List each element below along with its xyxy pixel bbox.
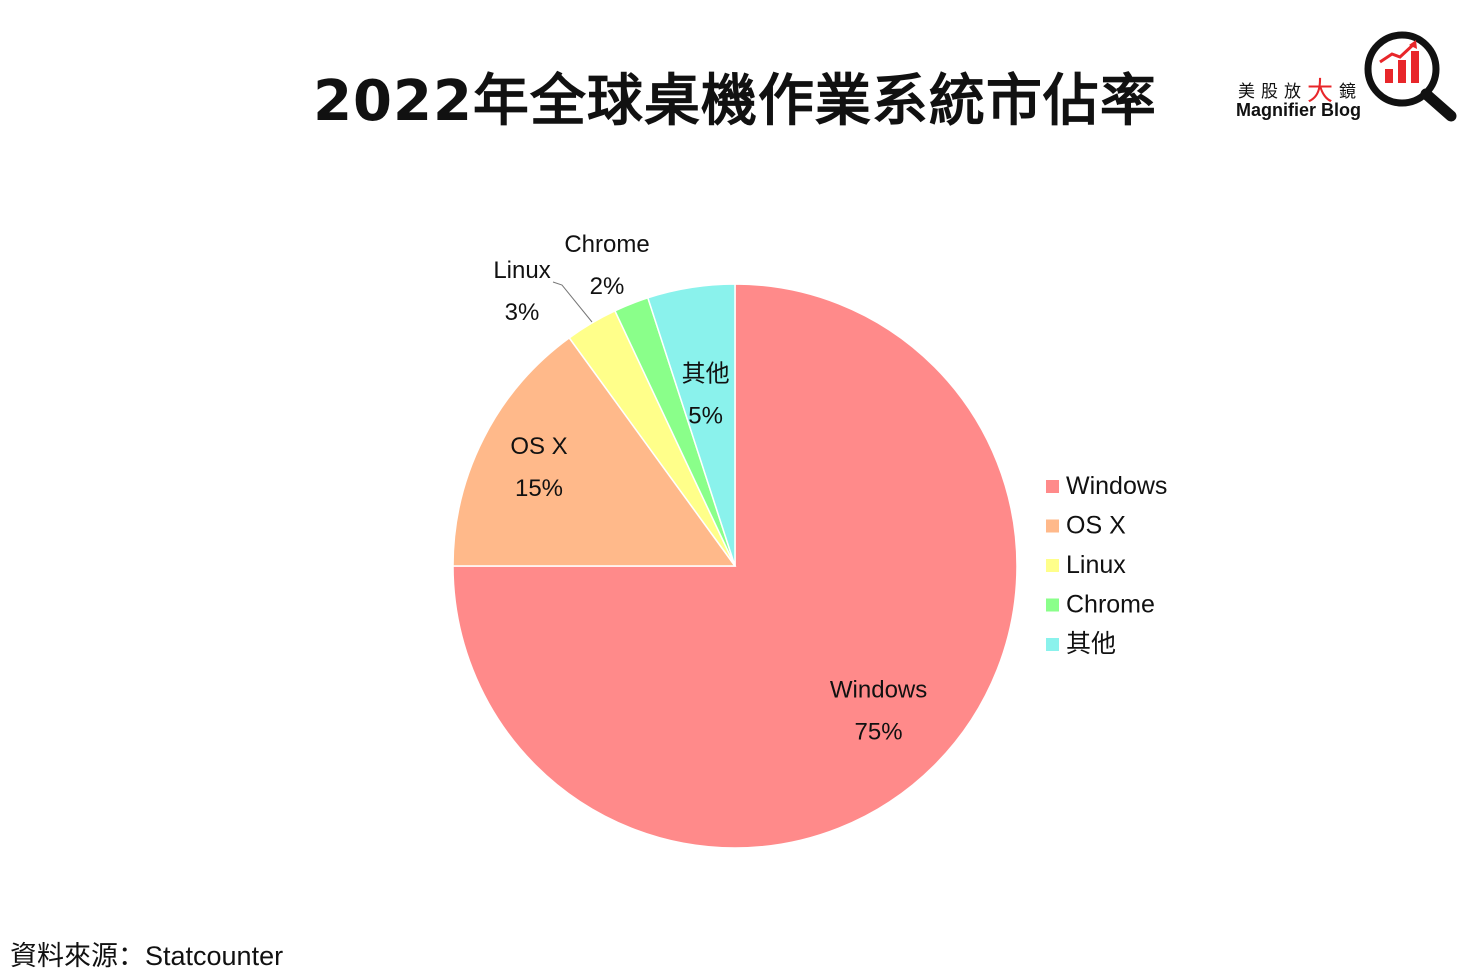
legend-swatch-windows [1046, 480, 1059, 493]
legend-label-os-x: OS X [1066, 512, 1126, 540]
legend-swatch-other-4 [1046, 638, 1059, 651]
legend-label-windows: Windows [1066, 472, 1167, 500]
legend-swatch-linux [1046, 559, 1059, 572]
data-label-linux: Linux [493, 257, 550, 284]
logo-english-name: Magnifier Blog [1236, 100, 1361, 120]
data-label-windows: Windows [830, 677, 927, 704]
legend-label-linux: Linux [1066, 551, 1126, 579]
legend-swatch-chrome [1046, 598, 1059, 612]
leader-line-linux [552, 281, 593, 323]
data-value-windows: 75% [855, 719, 903, 746]
data-label-other-4: 其他 [682, 360, 730, 387]
brand-logo: 美股放大鏡 Magnifier Blog [1232, 24, 1462, 124]
legend-swatch-os-x [1046, 519, 1059, 533]
legend-label-chrome: Chrome [1066, 591, 1155, 619]
pie-slice-os-x [452, 336, 737, 567]
chart-title: 2022年全球桌機作業系統市佔率 [313, 69, 1157, 134]
legend-label-other-4: 其他 [1066, 630, 1116, 658]
data-label-os-x: OS X [510, 433, 567, 460]
pie-slice-windows [452, 283, 1018, 849]
data-value-linux: 3% [505, 299, 540, 326]
data-label-chrome: Chrome [564, 231, 649, 258]
logo-chinese-name: 美股放大鏡 [1238, 77, 1363, 107]
data-value-chrome: 2% [590, 273, 625, 300]
data-value-other-4: 5% [688, 402, 723, 429]
data-value-os-x: 15% [515, 475, 563, 502]
pie-slice-other-4 [646, 283, 736, 567]
data-source-note: 資料來源：Statcounter [10, 941, 284, 971]
magnifier-chart-icon [1364, 31, 1457, 122]
